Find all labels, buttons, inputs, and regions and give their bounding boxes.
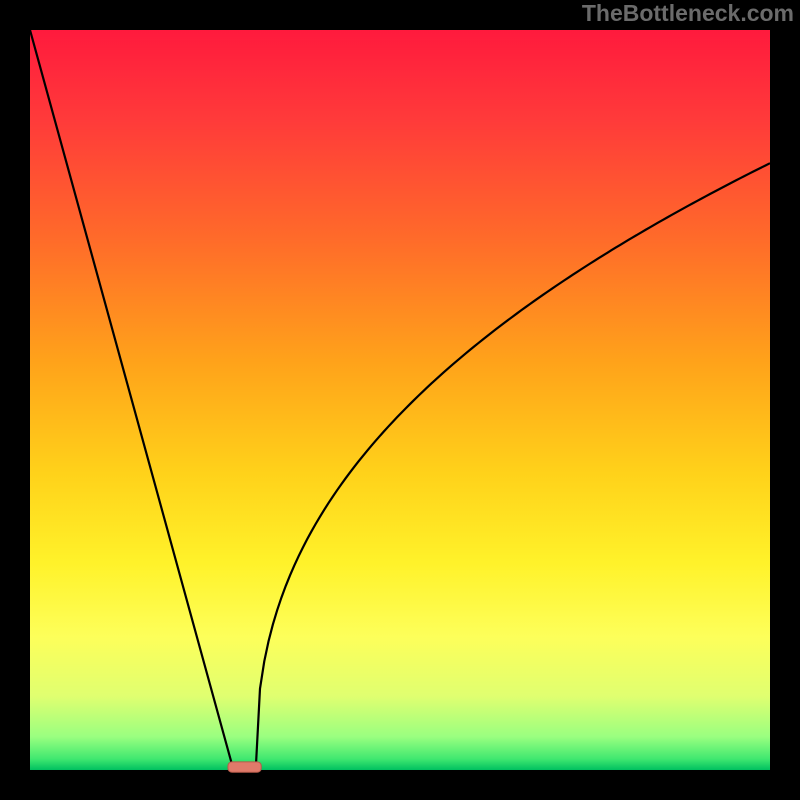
chart-container: { "canvas": { "width": 800, "height": 80… <box>0 0 800 800</box>
plot-background <box>30 30 770 770</box>
watermark-text: TheBottleneck.com <box>582 0 794 27</box>
bottleneck-chart <box>0 0 800 800</box>
optimal-point-marker <box>228 762 261 772</box>
